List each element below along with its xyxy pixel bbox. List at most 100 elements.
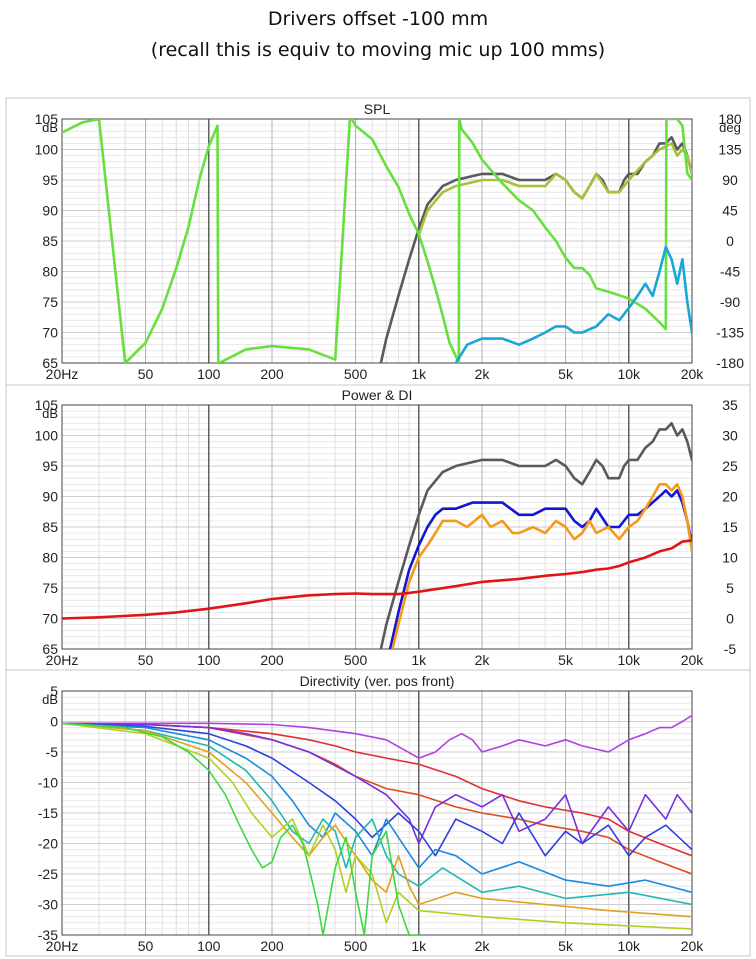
y-tick-label: 0 (50, 714, 58, 730)
series-line-7 (62, 722, 692, 906)
page-title: Drivers offset -100 mm (267, 8, 489, 30)
series-line-2 (388, 489, 692, 649)
y2-tick-label: 0 (726, 611, 734, 627)
y-tick-label: 65 (42, 355, 58, 371)
y-tick-label: 100 (35, 428, 59, 444)
panel-frame (5, 384, 751, 671)
y-tick-label: 85 (42, 233, 58, 249)
series-group (62, 119, 692, 363)
y-tick-label: 100 (35, 142, 59, 158)
x-tick-label: 50 (138, 366, 154, 382)
y-tick-label: 80 (42, 550, 58, 566)
x-tick-label: 10k (617, 366, 641, 382)
x-tick-label: 2k (475, 652, 491, 668)
y2-unit-label: deg (719, 120, 741, 135)
y-unit-label: dB (42, 120, 58, 135)
y2-tick-label: -180 (716, 355, 744, 371)
x-tick-label: 1k (411, 652, 427, 668)
chart-title: SPL (364, 101, 391, 117)
y2-tick-label: -135 (716, 325, 744, 341)
y2-tick-label: -45 (720, 264, 740, 280)
series-line-1 (379, 422, 692, 649)
y-tick-label: 5 (50, 683, 58, 699)
x-tick-label: 1k (411, 366, 427, 382)
panel-frame (5, 97, 751, 386)
x-tick-label: 20k (681, 652, 705, 668)
y-tick-label: 105 (35, 111, 59, 127)
y-tick-label: 95 (42, 458, 58, 474)
series-line-8 (62, 722, 692, 918)
y2-tick-label: -5 (724, 641, 737, 657)
series-line-2 (62, 722, 692, 857)
y-tick-label: 85 (42, 519, 58, 535)
chart-title: Directivity (ver. pos front) (300, 673, 455, 689)
x-tick-label: 1k (411, 938, 427, 954)
y-tick-label: 80 (42, 264, 58, 280)
x-tick-label: 10k (617, 938, 641, 954)
y-tick-label: 75 (42, 294, 58, 310)
chart-panel-3: Directivity (ver. pos front)50-5-10-15-2… (5, 669, 751, 957)
y2-tick-label: 30 (722, 428, 738, 444)
y-tick-label: -35 (38, 927, 58, 943)
series-line-10 (62, 722, 420, 935)
plot-frame (61, 118, 693, 364)
x-tick-label: 500 (344, 366, 368, 382)
y-tick-label: -20 (38, 836, 58, 852)
x-tick-label: 20Hz (46, 938, 79, 954)
y2-tick-label: 25 (722, 458, 738, 474)
x-tick-label: 500 (344, 652, 368, 668)
y2-tick-label: 10 (722, 550, 738, 566)
series-line-4 (454, 245, 692, 363)
y-tick-label: -10 (38, 775, 58, 791)
x-tick-label: 2k (475, 938, 491, 954)
x-tick-label: 5k (558, 938, 574, 954)
x-tick-label: 100 (197, 652, 221, 668)
series-line-5 (62, 722, 692, 857)
y2-tick-label: 35 (722, 397, 738, 413)
y2-tick-label: 135 (718, 142, 742, 158)
x-tick-label: 10k (617, 652, 641, 668)
series-line-3 (391, 483, 692, 649)
x-tick-label: 200 (260, 652, 284, 668)
chart-panel-1: SPL 105 100 95 90 85 80 75 70 65 dB 180 135 90 45 0 -45 -… (5, 97, 751, 386)
series-line-3 (62, 119, 692, 363)
x-tick-label: 2k (475, 366, 491, 382)
y-tick-label: 90 (42, 203, 58, 219)
x-tick-label: 5k (558, 652, 574, 668)
page-subtitle: (recall this is equiv to moving mic up 1… (150, 39, 606, 61)
chart-panel-2: Power & DI10510095908580757065dB35302520… (5, 384, 751, 671)
series-line-9 (62, 722, 692, 930)
series-line-2 (417, 142, 692, 237)
y-unit-label: dB (42, 406, 58, 421)
x-tick-label: 20k (681, 938, 705, 954)
grid (61, 404, 693, 650)
y2-tick-label: -90 (720, 294, 740, 310)
x-tick-label: 50 (138, 652, 154, 668)
x-tick-label: 20k (681, 366, 705, 382)
y-tick-label: -30 (38, 897, 58, 913)
x-tick-label: 200 (260, 938, 284, 954)
series-line-4 (62, 539, 692, 620)
y2-tick-label: 45 (722, 203, 738, 219)
series-group (62, 714, 692, 935)
y-tick-label: 95 (42, 172, 58, 188)
plot-frame (61, 404, 693, 650)
y-tick-label: -15 (38, 805, 58, 821)
x-tick-label: 100 (197, 366, 221, 382)
y-tick-label: 70 (42, 325, 58, 341)
grid (61, 690, 693, 936)
y-tick-label: -5 (46, 744, 59, 760)
series-line-4 (62, 722, 692, 845)
x-tick-label: 100 (197, 938, 221, 954)
x-tick-label: 50 (138, 938, 154, 954)
y-tick-label: 90 (42, 489, 58, 505)
y-tick-label: -25 (38, 866, 58, 882)
x-tick-label: 20Hz (46, 366, 79, 382)
y-tick-label: 70 (42, 611, 58, 627)
y-tick-label: 65 (42, 641, 58, 657)
x-tick-label: 5k (558, 366, 574, 382)
series-line-1 (62, 714, 692, 759)
y2-tick-label: 0 (726, 233, 734, 249)
y2-tick-label: 90 (722, 172, 738, 188)
series-group (62, 422, 692, 649)
